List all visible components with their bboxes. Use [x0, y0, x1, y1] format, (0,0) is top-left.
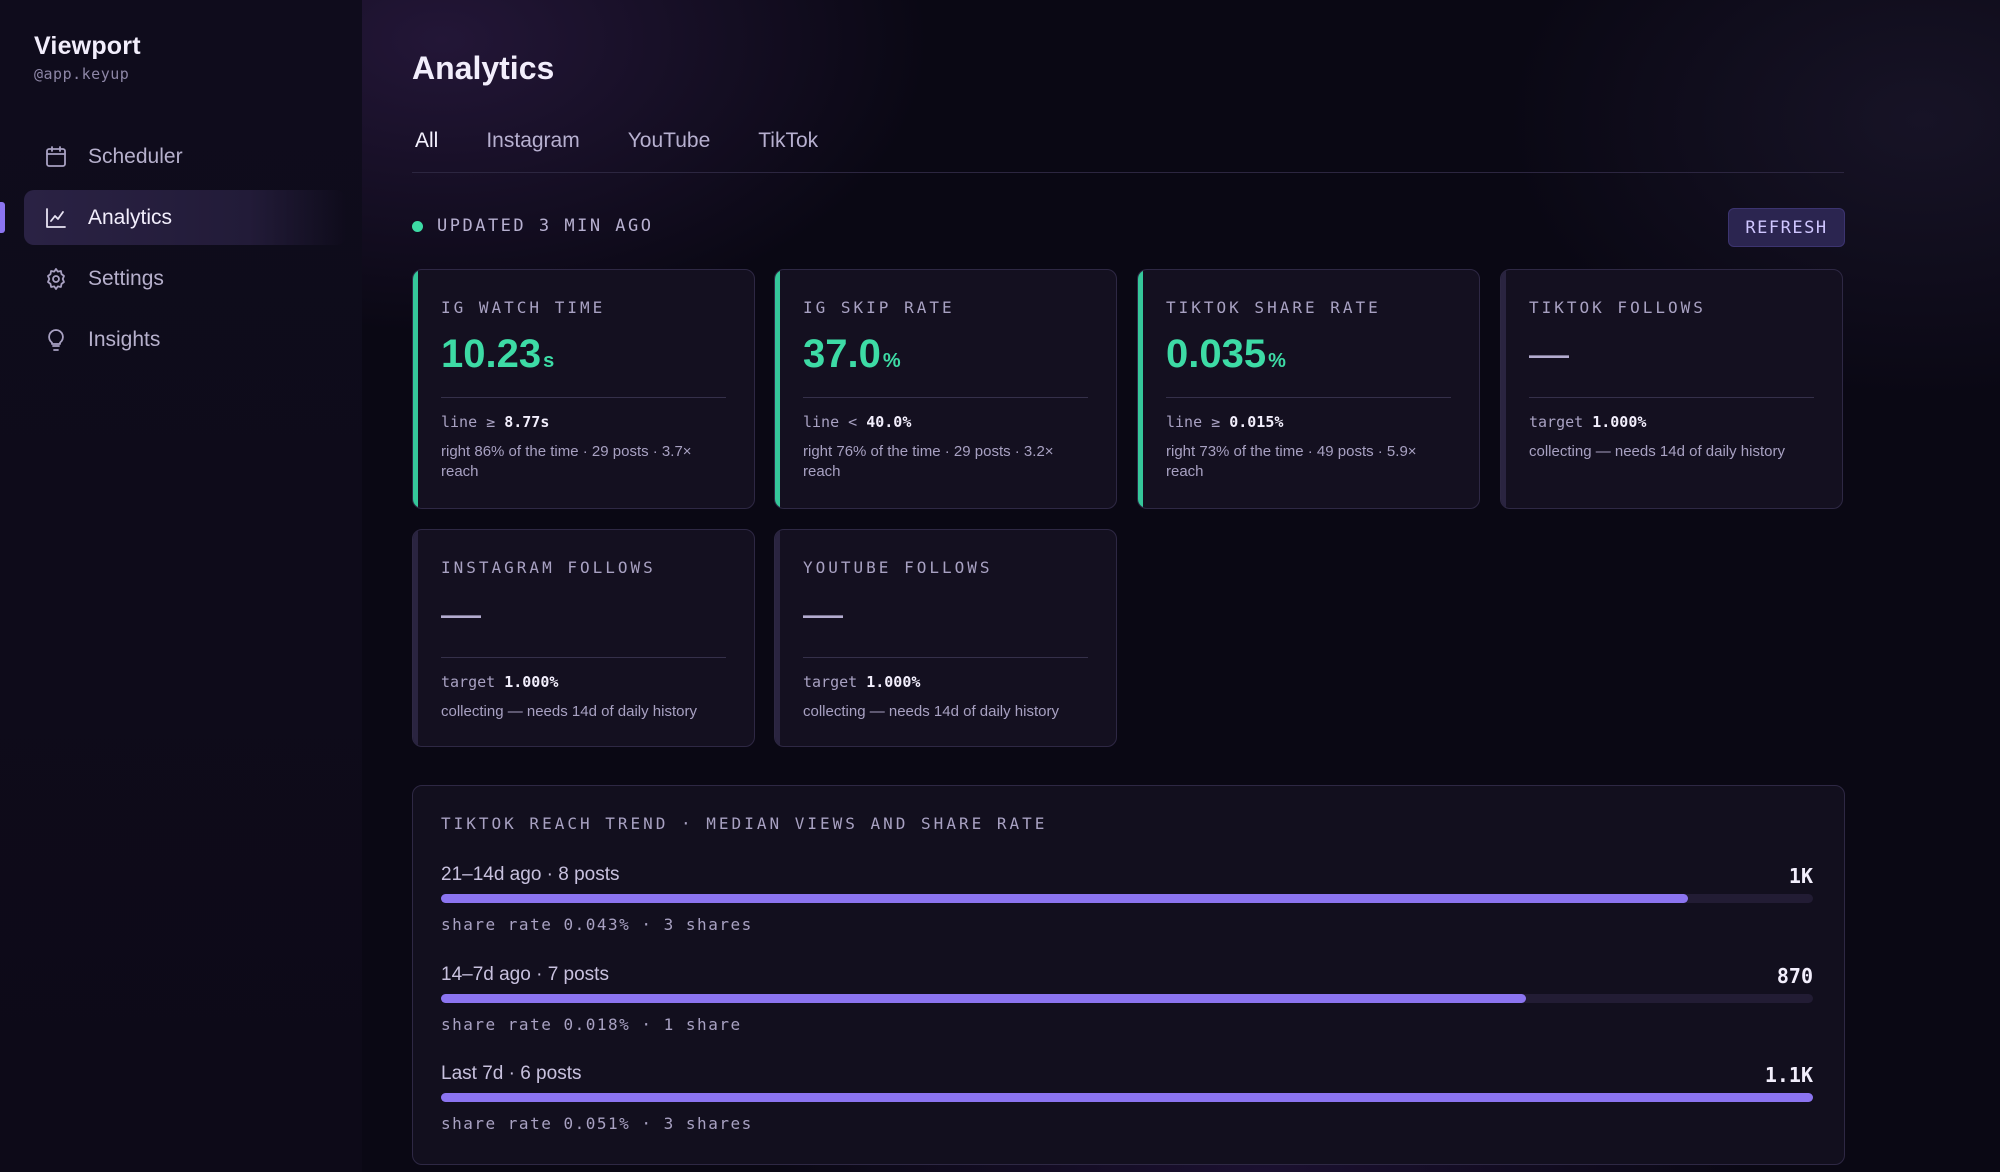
lightbulb-icon	[44, 328, 68, 352]
trend-period: 21–14d ago · 8 posts	[441, 864, 620, 885]
metric-card-instagram-follows: INSTAGRAM FOLLOWS — target 1.000% collec…	[412, 529, 755, 747]
metric-label: IG SKIP RATE	[803, 298, 955, 317]
metric-label: IG WATCH TIME	[441, 298, 606, 317]
brand: Viewport @app.keyup	[34, 32, 141, 83]
divider	[1529, 397, 1814, 398]
trend-row: Last 7d · 6 posts 1.1K share rate 0.051%…	[441, 1063, 1813, 1153]
refresh-button[interactable]: REFRESH	[1728, 208, 1845, 247]
divider	[441, 657, 726, 658]
metric-line: line ≥ 0.015%	[1166, 413, 1284, 431]
metric-line: target 1.000%	[441, 673, 559, 691]
metric-label: TIKTOK SHARE RATE	[1166, 298, 1381, 317]
metric-note: right 73% of the time · 49 posts · 5.9× …	[1166, 443, 1417, 480]
platform-tabs: All Instagram YouTube TikTok	[412, 125, 1844, 173]
trend-value: 1.1K	[1764, 1063, 1813, 1087]
chart-line-icon	[44, 206, 68, 230]
sidebar-item-label: Settings	[88, 266, 164, 290]
trend-value: 1K	[1788, 864, 1813, 888]
trend-value: 870	[1776, 964, 1813, 988]
trend-bar-fill	[441, 1093, 1813, 1102]
card-accent	[413, 270, 418, 508]
metric-line: line ≥ 8.77s	[441, 413, 550, 431]
divider	[1166, 397, 1451, 398]
metric-note: collecting — needs 14d of daily history	[803, 703, 1059, 720]
tab-all[interactable]: All	[415, 129, 439, 152]
metric-value: —	[803, 592, 843, 636]
card-accent	[1501, 270, 1506, 508]
metric-unit: %	[882, 350, 901, 372]
metric-card-ig-skip-rate: IG SKIP RATE 37.0% line < 40.0% right 76…	[774, 269, 1117, 509]
metric-label: TIKTOK FOLLOWS	[1529, 298, 1706, 317]
trend-bar-fill	[441, 894, 1689, 903]
sidebar-nav: Scheduler Analytics Settings Insights	[0, 129, 346, 373]
metric-value: 0.035%	[1166, 332, 1286, 376]
sidebar-item-label: Insights	[88, 327, 161, 351]
metric-note: right 86% of the time · 29 posts · 3.7× …	[441, 443, 692, 480]
metric-note: collecting — needs 14d of daily history	[1529, 443, 1785, 460]
trend-subtext: share rate 0.051% · 3 shares	[441, 1114, 753, 1133]
trend-subtext: share rate 0.018% · 1 share	[441, 1015, 742, 1034]
card-accent	[413, 530, 418, 746]
sidebar: Viewport @app.keyup Scheduler Analytics …	[0, 0, 362, 1172]
card-accent	[775, 530, 780, 746]
trend-bar-fill	[441, 994, 1527, 1003]
tab-instagram[interactable]: Instagram	[486, 129, 580, 152]
sidebar-item-scheduler[interactable]: Scheduler	[24, 129, 346, 184]
tab-youtube[interactable]: YouTube	[627, 129, 711, 152]
trend-title: TIKTOK REACH TREND · MEDIAN VIEWS AND SH…	[441, 814, 1048, 833]
metric-note: collecting — needs 14d of daily history	[441, 703, 697, 720]
divider	[803, 397, 1088, 398]
calendar-icon	[44, 145, 68, 169]
tiktok-reach-trend-panel: TIKTOK REACH TREND · MEDIAN VIEWS AND SH…	[412, 785, 1845, 1165]
card-accent	[775, 270, 780, 508]
sidebar-item-analytics[interactable]: Analytics	[0, 190, 346, 245]
metric-line: target 1.000%	[803, 673, 921, 691]
metric-unit: %	[1268, 350, 1286, 372]
metric-value: —	[1529, 332, 1569, 376]
metric-note: right 76% of the time · 29 posts · 3.2× …	[803, 443, 1054, 480]
trend-period: Last 7d · 6 posts	[441, 1063, 582, 1084]
metric-line: target 1.000%	[1529, 413, 1647, 431]
main-content: Analytics All Instagram YouTube TikTok U…	[362, 0, 2000, 1172]
metric-card-tiktok-follows: TIKTOK FOLLOWS — target 1.000% collectin…	[1500, 269, 1843, 509]
divider	[803, 657, 1088, 658]
status-text: UPDATED 3 MIN AGO	[437, 216, 654, 236]
metric-card-tiktok-share-rate: TIKTOK SHARE RATE 0.035% line ≥ 0.015% r…	[1137, 269, 1480, 509]
metric-value: 37.0%	[803, 332, 901, 376]
metric-unit: s	[543, 350, 555, 372]
trend-row: 14–7d ago · 7 posts 870 share rate 0.018…	[441, 964, 1813, 1054]
update-status: UPDATED 3 MIN AGO	[412, 216, 654, 236]
gear-icon	[44, 267, 68, 291]
divider	[441, 397, 726, 398]
status-dot-icon	[412, 220, 423, 232]
trend-period: 14–7d ago · 7 posts	[441, 964, 609, 985]
trend-bar-track	[441, 994, 1813, 1003]
sidebar-item-settings[interactable]: Settings	[24, 251, 346, 306]
card-accent	[1138, 270, 1143, 508]
metric-value: 10.23 s	[441, 332, 555, 376]
active-indicator	[0, 202, 5, 233]
trend-row: 21–14d ago · 8 posts 1K share rate 0.043…	[441, 864, 1813, 954]
sidebar-item-label: Analytics	[88, 205, 173, 229]
metric-label: INSTAGRAM FOLLOWS	[441, 558, 656, 577]
metric-value: —	[441, 592, 481, 636]
metric-line: line < 40.0%	[803, 413, 912, 431]
metric-label: YOUTUBE FOLLOWS	[803, 558, 993, 577]
trend-bar-track	[441, 1093, 1813, 1102]
tab-tiktok[interactable]: TikTok	[758, 129, 819, 152]
app-name: Viewport	[34, 32, 141, 60]
page-title: Analytics	[412, 50, 555, 86]
metric-card-ig-watch-time: IG WATCH TIME 10.23 s line ≥ 8.77s right …	[412, 269, 755, 509]
sidebar-item-insights[interactable]: Insights	[24, 312, 346, 367]
metric-card-youtube-follows: YOUTUBE FOLLOWS — target 1.000% collecti…	[774, 529, 1117, 747]
trend-bar-track	[441, 894, 1813, 903]
sidebar-item-label: Scheduler	[88, 144, 183, 168]
app-handle: @app.keyup	[34, 65, 130, 83]
trend-subtext: share rate 0.043% · 3 shares	[441, 915, 753, 934]
